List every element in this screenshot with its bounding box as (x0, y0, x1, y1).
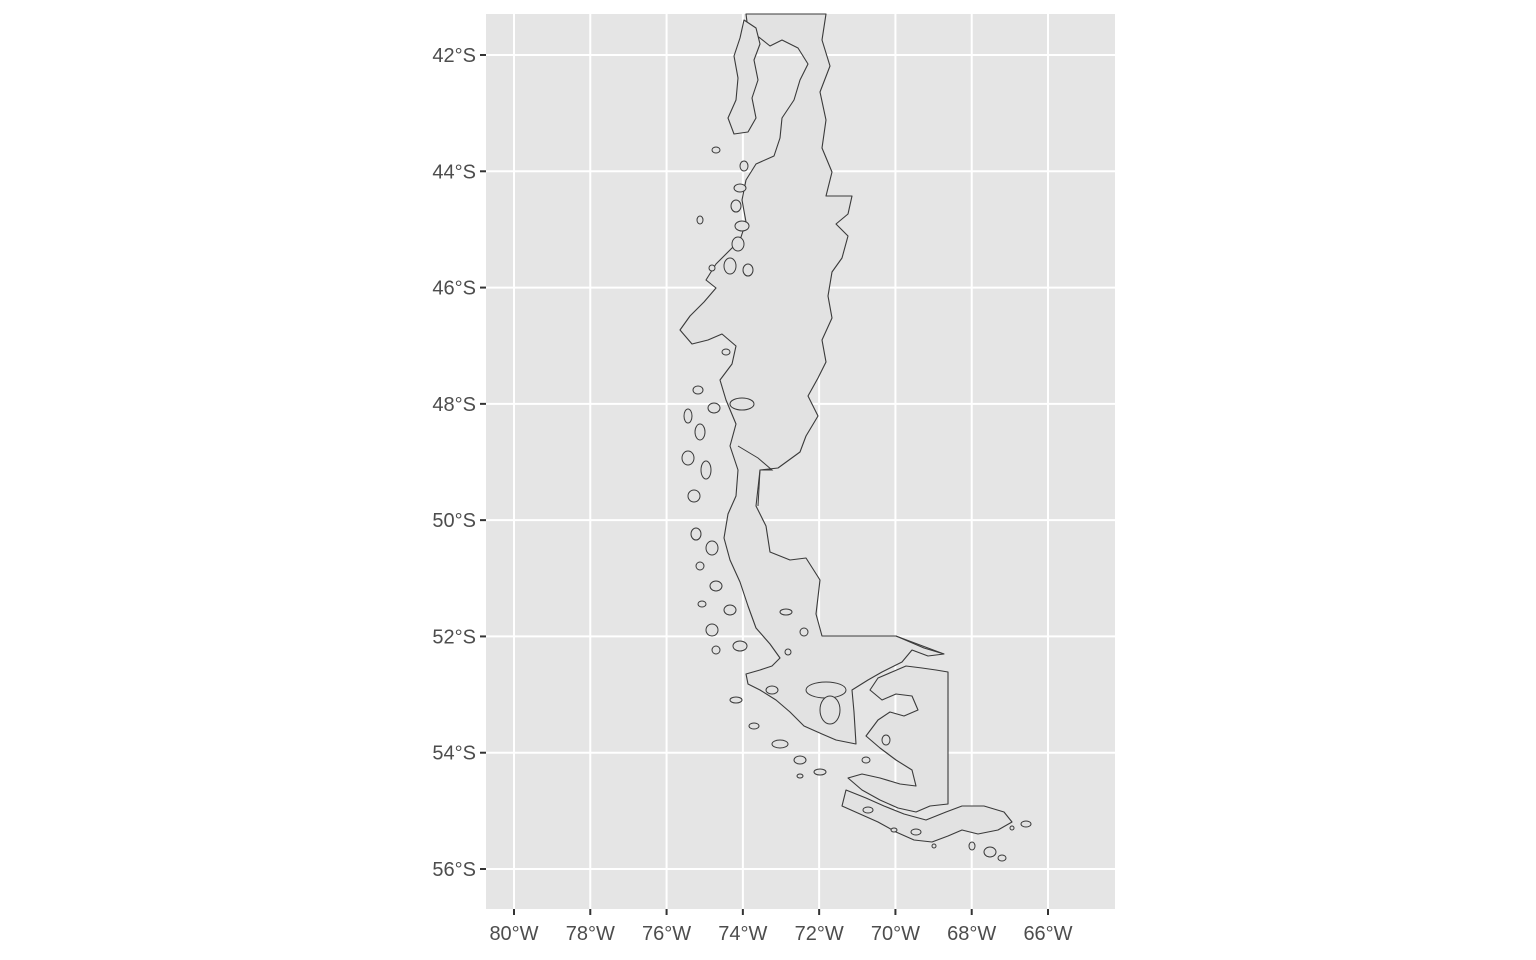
archipelago-islands (681, 146, 1032, 862)
x-tick-label: 66°W (1023, 923, 1072, 945)
x-axis: 80°W 78°W 76°W 74°W 72°W 70°W 68°W 66°W (489, 909, 1073, 945)
x-tick-label: 78°W (566, 923, 615, 945)
chile-landmass (679, 13, 1032, 862)
y-tick-label: 48°S (432, 394, 476, 416)
y-tick-label: 50°S (432, 510, 476, 532)
y-tick-label: 42°S (432, 45, 476, 67)
x-tick-label: 76°W (642, 923, 691, 945)
x-tick-label: 80°W (489, 923, 538, 945)
border-line-south (822, 635, 945, 655)
y-axis: 42°S 44°S 46°S 48°S 50°S 52°S 54°S 56°S (432, 45, 486, 881)
y-tick-label: 56°S (432, 859, 476, 881)
tierra-del-fuego (847, 665, 949, 813)
y-tick-label: 44°S (432, 161, 476, 183)
chiloe-island (727, 19, 761, 135)
y-tick-label: 46°S (432, 278, 476, 300)
x-tick-label: 72°W (795, 923, 844, 945)
x-tick-label: 74°W (718, 923, 767, 945)
southern-islands (841, 789, 1013, 843)
x-tick-label: 70°W (871, 923, 920, 945)
y-tick-label: 52°S (432, 626, 476, 648)
border-line (737, 445, 774, 507)
x-tick-label: 68°W (947, 923, 996, 945)
y-tick-label: 54°S (432, 743, 476, 765)
